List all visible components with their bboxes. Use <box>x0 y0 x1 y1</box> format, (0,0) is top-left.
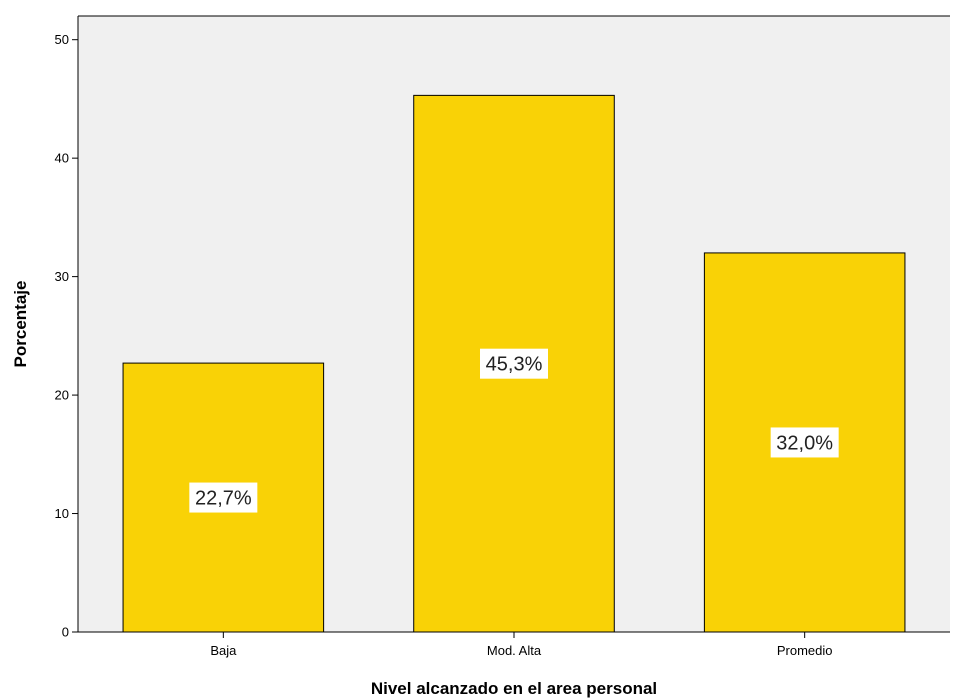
y-tick-label: 40 <box>55 151 69 166</box>
y-axis-title: Porcentaje <box>11 281 30 368</box>
x-axis-title: Nivel alcanzado en el area personal <box>371 679 657 698</box>
data-label-box <box>770 427 839 458</box>
data-label-box <box>189 482 258 513</box>
x-ticks-group: Baja Mod. Alta Promedio <box>210 632 832 658</box>
data-label: 45,3% <box>486 354 543 376</box>
y-tick-label: 30 <box>55 269 69 284</box>
y-tick-label: 0 <box>62 625 69 640</box>
data-label: 32,0% <box>776 432 833 454</box>
x-tick-label: Baja <box>210 643 237 658</box>
data-labels-group: 22,7% 45,3% 32,0% <box>189 348 839 513</box>
y-tick-label: 50 <box>55 32 69 47</box>
y-tick-label: 20 <box>55 388 69 403</box>
y-ticks-group: 0 10 20 30 40 50 <box>55 32 78 640</box>
data-label: 22,7% <box>195 488 252 510</box>
x-tick-label: Promedio <box>777 643 833 658</box>
x-tick-label: Mod. Alta <box>487 643 542 658</box>
bars-group <box>122 94 906 633</box>
data-label-box <box>480 348 548 379</box>
y-tick-label: 10 <box>55 506 69 521</box>
